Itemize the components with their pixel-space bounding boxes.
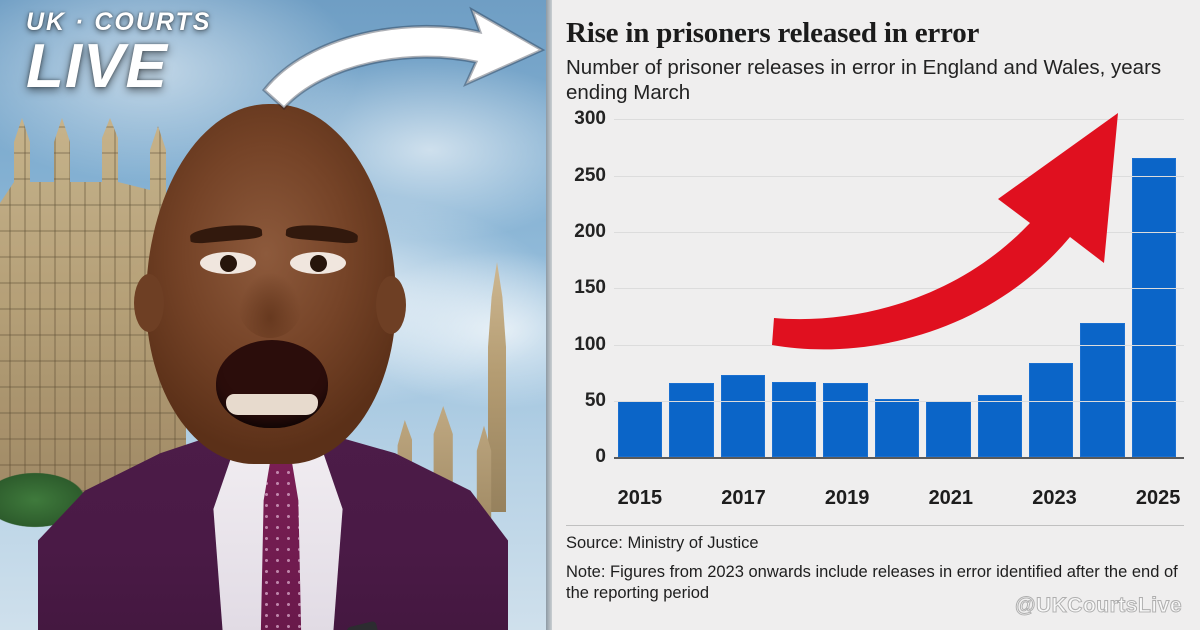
gridline xyxy=(614,401,1184,403)
bar-2016[interactable] xyxy=(669,383,714,458)
bar-2021[interactable] xyxy=(926,401,971,458)
eye-left xyxy=(200,252,256,274)
eye-right xyxy=(290,252,346,274)
gridline xyxy=(614,232,1184,234)
watermark: @UKCourtsLive xyxy=(1015,594,1183,618)
nose xyxy=(238,272,302,338)
bar-2022[interactable] xyxy=(977,395,1022,458)
chart-title: Rise in prisoners released in error xyxy=(566,17,980,49)
y-axis-tick-label: 100 xyxy=(574,333,606,355)
y-axis-tick-label: 50 xyxy=(584,390,606,412)
bar-2025[interactable] xyxy=(1131,157,1176,458)
y-axis-tick-label: 250 xyxy=(574,164,606,186)
logo-top-text: UK · COURTS xyxy=(26,8,212,36)
bar-2015[interactable] xyxy=(618,401,663,458)
x-axis-tick-label: 2017 xyxy=(721,487,766,510)
channel-logo: UK · COURTS LIVE xyxy=(26,8,212,101)
open-mouth xyxy=(216,340,328,428)
bar-2018[interactable] xyxy=(772,381,817,458)
y-axis-tick-label: 200 xyxy=(574,221,606,243)
x-axis-tick-label: 2023 xyxy=(1032,487,1077,510)
ear-right xyxy=(376,276,406,334)
bar-2017[interactable] xyxy=(720,375,766,458)
victoria-tower-spire-icon xyxy=(488,262,506,512)
x-axis-tick-label: 2015 xyxy=(617,487,663,510)
gridline xyxy=(614,175,1184,177)
y-axis-tick-label: 300 xyxy=(574,108,606,130)
gridline xyxy=(614,119,1184,121)
y-axis-tick-label: 150 xyxy=(574,277,606,299)
broadcast-photo-pane: UK · COURTS LIVE xyxy=(0,0,552,630)
bar-series xyxy=(614,119,1180,458)
person-portrait xyxy=(38,104,508,630)
plot-area: 0 50 100 150 200 250 300 xyxy=(566,108,1184,484)
source-text: Source: Ministry of Justice xyxy=(566,534,759,553)
bar-2024[interactable] xyxy=(1080,323,1125,458)
y-axis-tick-label: 0 xyxy=(595,446,606,468)
gridline xyxy=(614,288,1184,290)
bar-2023[interactable] xyxy=(1028,362,1074,458)
x-axis-labels: 2015 2017 2019 2021 2023 2025 xyxy=(614,487,1184,515)
bar-2020[interactable] xyxy=(874,398,920,458)
pane-divider xyxy=(546,0,552,630)
plot-canvas: 0 50 100 150 200 250 300 xyxy=(574,108,1184,467)
chart-subtitle: Number of prisoner releases in error in … xyxy=(566,56,1162,105)
gridline xyxy=(614,344,1184,346)
chart-card: Rise in prisoners released in error Numb… xyxy=(546,0,1200,630)
teeth xyxy=(226,394,318,415)
ear-left xyxy=(134,274,164,332)
curved-arrow-right-icon xyxy=(258,4,548,129)
x-axis-tick-label: 2021 xyxy=(928,487,974,510)
note-text: Note: Figures from 2023 onwards include … xyxy=(566,562,1178,602)
x-axis-tick-label: 2019 xyxy=(824,487,870,510)
x-axis-tick-label: 2025 xyxy=(1135,487,1181,510)
bar-2019[interactable] xyxy=(823,383,868,458)
logo-main-text: LIVE xyxy=(26,32,168,101)
footer-divider xyxy=(566,525,1184,527)
